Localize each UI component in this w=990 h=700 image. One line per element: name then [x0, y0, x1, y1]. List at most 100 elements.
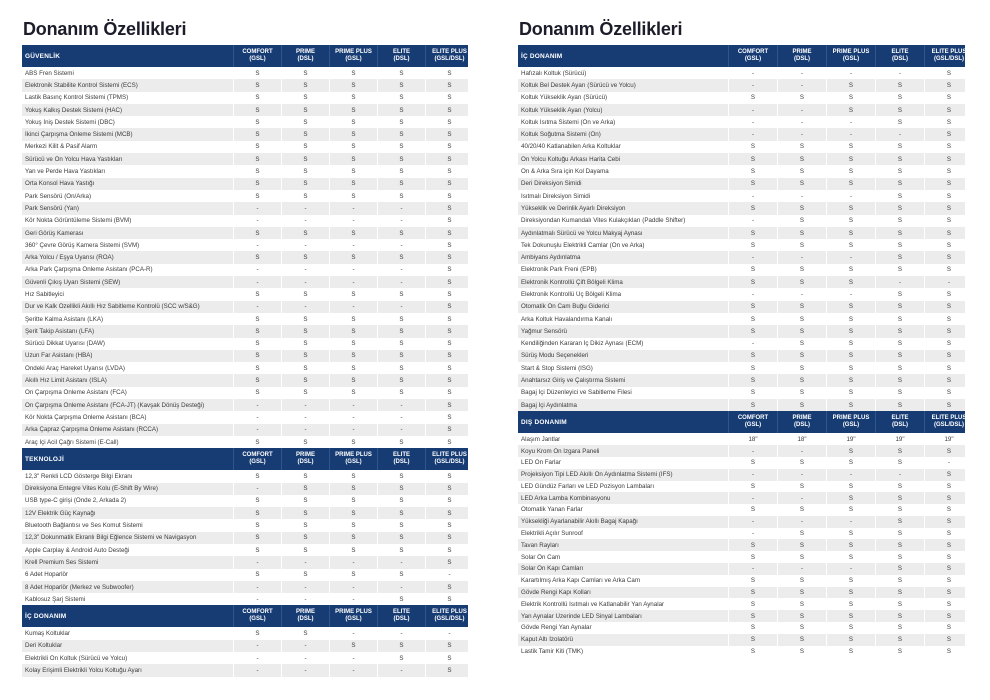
feature-value: S: [377, 91, 425, 104]
feature-value: S: [826, 140, 875, 154]
trim-engine: (GSL): [842, 56, 860, 62]
trim-name: PRIME: [792, 414, 812, 421]
feature-value: S: [425, 411, 473, 424]
table-row: Kablosuz Şarj Sistemi - - - S S: [22, 593, 468, 606]
feature-value: -: [281, 276, 329, 289]
section-title: İÇ DONANIM: [25, 612, 67, 620]
feature-label: Elektrikli Açılır Sunroof: [521, 530, 583, 538]
feature-value: S: [377, 519, 425, 532]
page-title: Donanım Özellikleri: [519, 19, 683, 39]
feature-value: S: [875, 610, 924, 623]
feature-value: S: [377, 325, 425, 338]
spec-tables: GÜVENLİK COMFORT (GSL) PRIME (DSL) PRIME PLUS…: [22, 45, 468, 677]
table-row: Otomatik Yanan Farlar S S S S S: [518, 504, 965, 516]
feature-value: S: [826, 456, 875, 469]
trim-name: COMFORT: [242, 48, 273, 55]
trim-engine: (GSL): [744, 422, 762, 429]
feature-value: S: [777, 610, 826, 623]
feature-label: Hafızalı Koltuk (Sürücü): [521, 69, 587, 77]
feature-value: -: [425, 568, 473, 581]
feature-value: S: [728, 551, 777, 564]
feature-value: S: [281, 251, 329, 264]
feature-value: S: [425, 519, 473, 532]
feature-value: S: [233, 312, 281, 326]
feature-value: S: [826, 645, 875, 658]
feature-value: S: [281, 349, 329, 363]
feature-value: -: [377, 627, 425, 640]
feature-value: -: [281, 593, 329, 606]
trim-engine: (DSL): [393, 56, 410, 62]
page-title: Donanım Özellikleri: [23, 19, 187, 39]
feature-label: Otomatik Yanan Farlar: [521, 506, 583, 514]
column-header: PRIME PLUS (GSL): [329, 605, 377, 628]
trim-name: ELITE PLUS: [432, 608, 467, 615]
feature-value: S: [826, 325, 875, 338]
table-row: Direksiyona Entegre Vites Kolu (E-Shift …: [22, 482, 468, 495]
feature-value: S: [329, 189, 377, 203]
feature-value: S: [425, 652, 473, 665]
feature-value: -: [377, 239, 425, 252]
feature-value: -: [329, 411, 377, 424]
feature-value: S: [233, 251, 281, 264]
table-row: Ön Çarpışma Önleme Asistanı (FCA-JT) (Ka…: [22, 399, 468, 412]
feature-value: S: [281, 507, 329, 520]
feature-value: -: [777, 116, 826, 129]
feature-value: S: [728, 574, 777, 587]
feature-value: S: [728, 312, 777, 326]
feature-value: S: [875, 337, 924, 350]
feature-value: -: [233, 580, 281, 594]
feature-value: S: [281, 128, 329, 141]
feature-value: -: [728, 468, 777, 481]
feature-value: -: [777, 468, 826, 481]
feature-label: Direksiyondan Kumandalı Vites Kulakçıkla…: [521, 217, 686, 225]
feature-value: S: [728, 300, 777, 313]
feature-value: S: [777, 645, 826, 658]
feature-value: S: [875, 103, 924, 117]
feature-value: S: [826, 527, 875, 540]
feature-value: S: [728, 325, 777, 338]
column-header: COMFORT (GSL): [728, 45, 777, 67]
feature-value: S: [233, 288, 281, 301]
feature-value: S: [728, 202, 777, 215]
table-row: Koyu Krom Ön Izgara Paneli - - S S S: [518, 445, 965, 457]
feature-label: Bagaj İçi Düzenleyici ve Sabitleme Files…: [521, 389, 632, 397]
feature-label: Koltuk Bel Destek Ayarı (Sürücü ve Yolcu…: [521, 81, 636, 89]
table-row: Anahtarsız Giriş ve Çalıştırma Sistemi S S…: [518, 374, 965, 387]
feature-value: S: [875, 386, 924, 400]
feature-value: S: [875, 165, 924, 178]
feature-value: S: [728, 91, 777, 104]
table-row: Alaşım Jantlar 18" 18" 19" 19" 19": [518, 433, 965, 446]
feature-value: S: [425, 239, 473, 252]
table-row: Elektrik Kontrollü Isıtmalı ve Katlanabi…: [518, 598, 965, 611]
feature-value: -: [826, 128, 875, 141]
feature-label: Şeritte Kalma Asistanı (LKA): [25, 315, 104, 323]
feature-label: USB type-C girişi (Önde 2, Arkada 2): [25, 497, 127, 505]
feature-value: -: [728, 515, 777, 528]
column-label: COMFORT (GSL): [738, 415, 768, 430]
feature-value: S: [924, 598, 973, 611]
feature-label: Yükseklik ve Derinlik Ayarlı Direksiyon: [521, 204, 626, 212]
table-row: 12V Elektrik Güç Kaynağı S S S S S: [22, 507, 468, 520]
feature-value: S: [425, 165, 473, 178]
feature-label: 12,3" Dokunmatik Ekranlı Bilgi Eğlence S…: [25, 534, 197, 542]
trim-name: ELITE: [891, 414, 909, 421]
feature-value: S: [728, 622, 777, 634]
feature-value: S: [826, 551, 875, 564]
feature-label: Arka Çapraz Çarpışma Önleme Asistanı (RC…: [25, 426, 159, 434]
table-row: Deri Direksiyon Simidi S S S S S: [518, 177, 965, 190]
feature-value: S: [826, 214, 875, 227]
feature-value: S: [281, 494, 329, 508]
feature-value: S: [826, 622, 875, 634]
feature-label: Kaput Altı İzolatörü: [521, 636, 573, 644]
feature-label: Gövde Rengi Kapı Kolları: [521, 589, 591, 597]
feature-value: -: [777, 288, 826, 301]
table-row: Kör Nokta Görüntüleme Sistemi (BVM) - - - - S: [22, 214, 468, 227]
feature-value: -: [377, 202, 425, 215]
feature-value: S: [425, 664, 473, 677]
feature-value: S: [281, 103, 329, 117]
feature-label: Elektrikli Ön Koltuk (Sürücü ve Yolcu): [25, 654, 128, 662]
trim-engine: (DSL): [891, 56, 908, 62]
feature-value: S: [875, 214, 924, 227]
feature-value: S: [281, 91, 329, 104]
feature-value: S: [425, 189, 473, 203]
